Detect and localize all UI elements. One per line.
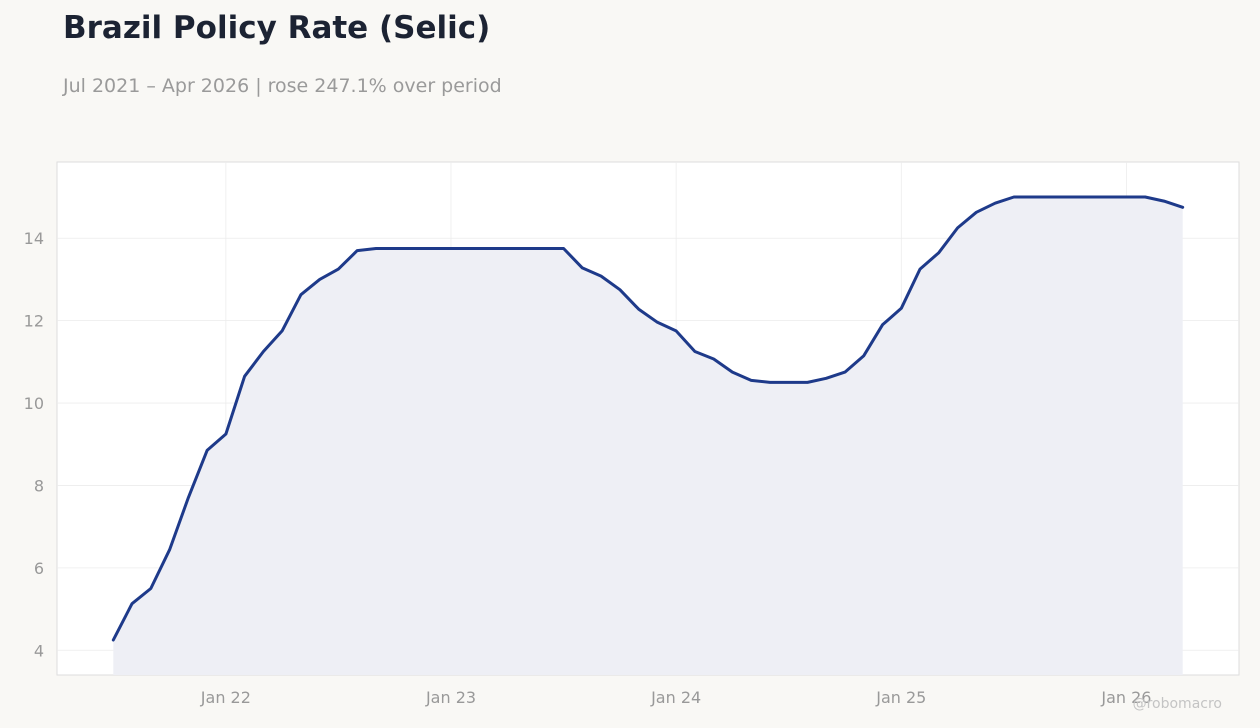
series-line: [111, 195, 1185, 642]
y-tick-label: 10: [24, 394, 44, 413]
y-tick-label: 12: [24, 312, 44, 331]
watermark: @robomacro: [1132, 696, 1222, 712]
y-tick-label: 8: [34, 476, 44, 495]
y-tick-label: 4: [34, 641, 44, 660]
x-tick-label: Jan 23: [425, 688, 476, 707]
series-area: [113, 197, 1183, 675]
x-tick-label: Jan 26: [1100, 688, 1151, 707]
y-tick-label: 14: [24, 229, 44, 248]
x-tick-label: Jan 22: [200, 688, 251, 707]
x-tick-label: Jan 25: [875, 688, 926, 707]
chart-title: Brazil Policy Rate (Selic): [63, 10, 491, 46]
x-tick-label: Jan 24: [650, 688, 701, 707]
y-tick-label: 6: [34, 559, 44, 578]
chart-subtitle: Jul 2021 – Apr 2026 | rose 247.1% over p…: [63, 75, 502, 97]
